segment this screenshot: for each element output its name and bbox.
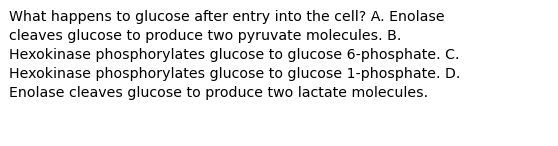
Text: What happens to glucose after entry into the cell? A. Enolase
cleaves glucose to: What happens to glucose after entry into… xyxy=(9,10,460,100)
